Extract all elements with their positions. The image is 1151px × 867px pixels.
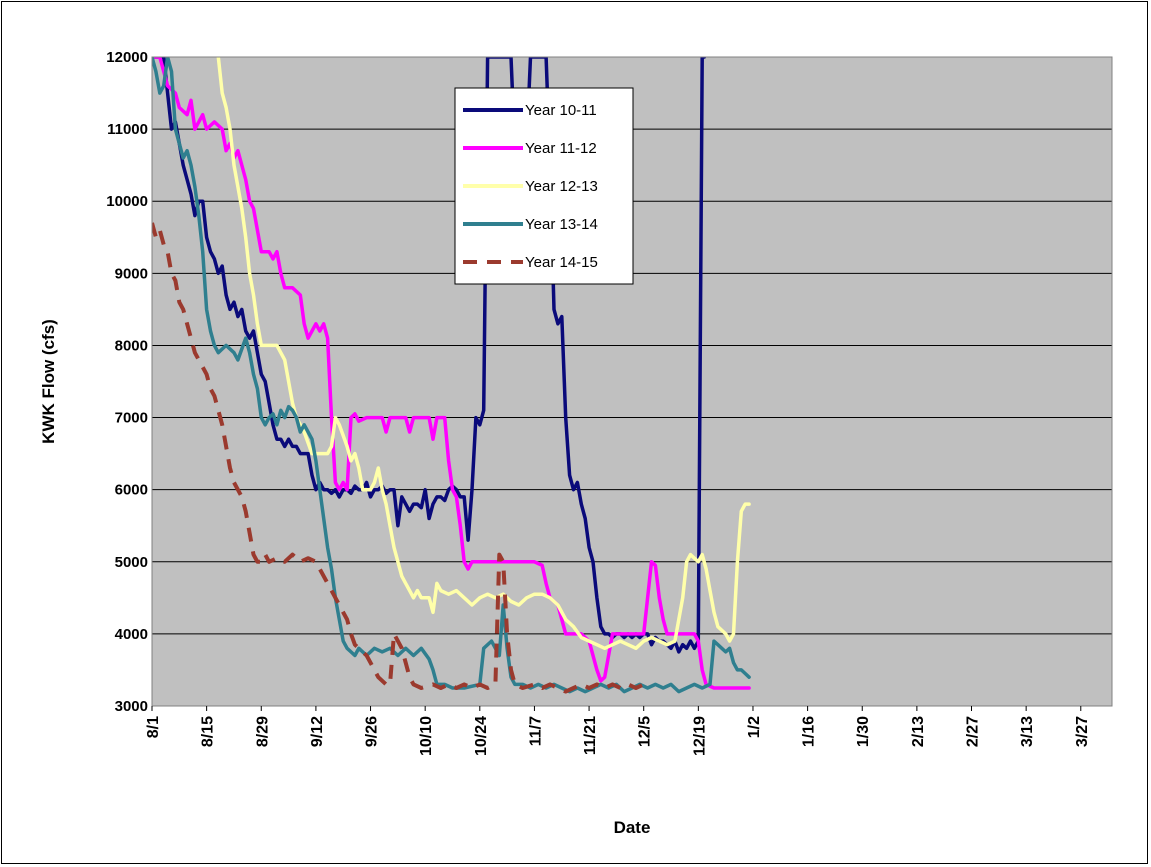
x-tick-label: 12/19 — [691, 716, 708, 756]
series-line-1 — [152, 57, 751, 690]
x-tick-label: 12/5 — [637, 716, 654, 747]
y-axis-ticks: 3000 4000 5000 6000 7000 8000 9000 10000 11000 12… — [106, 49, 148, 715]
series-line-4 — [152, 222, 645, 694]
x-tick-label: 8/1 — [145, 716, 162, 738]
x-tick-label: 1/16 — [801, 716, 818, 747]
legend-label: Year 10-11 — [525, 102, 597, 119]
x-tick-label: 11/7 — [527, 716, 544, 746]
y-tick-label: 12000 — [106, 49, 148, 66]
legend-label: Year 11-12 — [525, 140, 597, 157]
x-tick-label: 9/12 — [309, 716, 326, 747]
x-tick-label: 1/2 — [746, 716, 763, 738]
x-tick-label: 3/13 — [1019, 716, 1036, 747]
x-axis-ticks: 8/1 8/15 8/29 9/12 9/26 10/10 10/24 11/7 11/21 12… — [145, 706, 1091, 756]
x-tick-label: 2/27 — [965, 716, 982, 747]
y-tick-label: 11000 — [107, 121, 148, 138]
x-tick-label: 10/10 — [418, 716, 435, 756]
x-tick-label: 9/26 — [364, 716, 381, 747]
plot-border — [151, 56, 1113, 707]
series-line-3 — [152, 57, 751, 694]
y-tick-label: 8000 — [115, 337, 148, 354]
x-tick-label: 3/27 — [1074, 716, 1091, 747]
x-tick-label: 11/21 — [582, 716, 599, 755]
legend-label: Year 12-13 — [525, 178, 598, 195]
y-tick-label: 9000 — [115, 265, 148, 282]
y-tick-label: 5000 — [115, 554, 148, 571]
y-tick-label: 7000 — [115, 410, 148, 427]
legend: Year 10-11 Year 11-12 Year 12-13 Year 13-14… — [454, 87, 634, 285]
x-axis-title: Date — [614, 818, 651, 837]
y-tick-label: 6000 — [115, 482, 148, 499]
legend-label: Year 13-14 — [525, 216, 598, 233]
x-tick-label: 10/24 — [473, 716, 490, 756]
y-axis-title: KWK Flow (cfs) — [39, 319, 58, 444]
series-line-2 — [216, 57, 751, 651]
x-tick-label: 8/15 — [200, 716, 217, 747]
x-tick-label: 2/13 — [910, 716, 927, 747]
legend-box — [454, 87, 634, 285]
x-tick-label: 8/29 — [254, 716, 271, 747]
series-lines — [152, 57, 751, 694]
y-tick-label: 10000 — [106, 193, 148, 210]
legend-label: Year 14-15 — [525, 254, 598, 271]
y-tick-label: 3000 — [115, 698, 148, 715]
y-tick-label: 4000 — [115, 626, 148, 643]
x-tick-label: 1/30 — [855, 716, 872, 747]
